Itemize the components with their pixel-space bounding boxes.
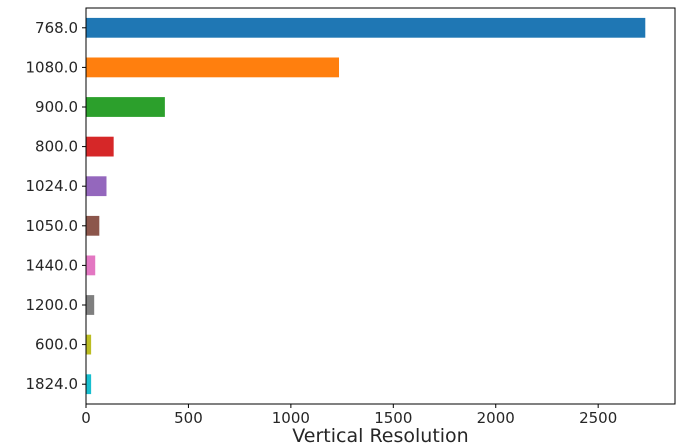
bar-768-0 xyxy=(86,17,646,38)
bar-600-0 xyxy=(86,334,92,355)
x-tick-label: 2500 xyxy=(579,409,617,427)
x-axis-title: Vertical Resolution xyxy=(292,425,468,446)
y-tick-label: 768.0 xyxy=(35,19,78,37)
y-tick-label: 1050.0 xyxy=(26,217,79,235)
x-axis-ticks: 0 500 1000 1500 2000 2500 xyxy=(81,404,617,427)
y-tick-label: 1824.0 xyxy=(26,375,79,393)
y-tick-label: 1024.0 xyxy=(26,177,79,195)
y-tick-label: 1200.0 xyxy=(26,296,79,314)
x-tick-label: 2000 xyxy=(477,409,515,427)
bar-1024-0 xyxy=(86,176,107,197)
x-tick-label: 1500 xyxy=(374,409,412,427)
y-tick-label: 1440.0 xyxy=(26,256,79,274)
bar-1050-0 xyxy=(86,215,100,236)
bar-1824-0 xyxy=(86,374,92,395)
bar-900-0 xyxy=(86,97,165,117)
x-tick-label: 0 xyxy=(81,409,91,427)
x-tick-label: 500 xyxy=(174,409,203,427)
bar-800-0 xyxy=(86,136,114,157)
bar-1200-0 xyxy=(86,295,95,315)
y-tick-label: 600.0 xyxy=(35,336,78,354)
y-tick-label: 900.0 xyxy=(35,98,78,116)
bars-layer xyxy=(86,17,646,395)
bar-1440-0 xyxy=(86,255,96,276)
y-tick-label: 800.0 xyxy=(35,138,78,156)
plot-frame xyxy=(85,7,676,405)
y-axis-ticks: 768.0 1080.0 900.0 800.0 1024.0 1050.0 1440.0 1… xyxy=(26,19,86,393)
y-tick-label: 1080.0 xyxy=(26,58,79,76)
bar-1080-0 xyxy=(86,57,340,78)
x-tick-label: 1000 xyxy=(272,409,310,427)
